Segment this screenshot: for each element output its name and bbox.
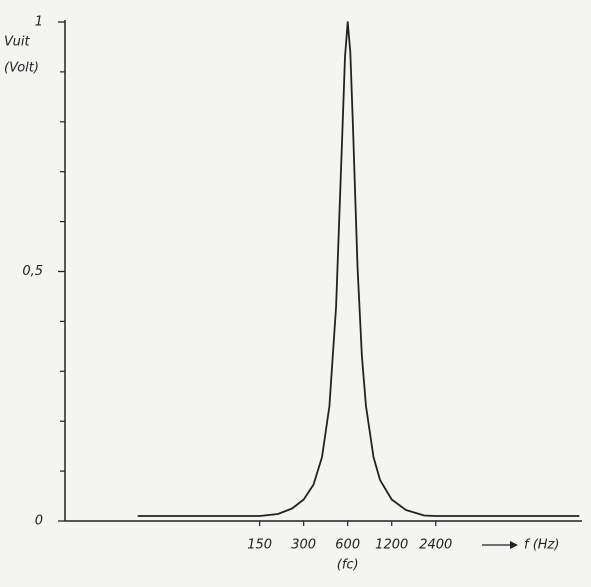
x-tick-label: 1200	[375, 538, 408, 553]
y-tick-label: 1	[35, 15, 43, 30]
y-label: Vuit	[4, 35, 31, 50]
y-tick-label: 0,5	[22, 264, 43, 279]
x-tick-label: 2400	[419, 538, 452, 553]
x-tick-label: 300	[291, 538, 316, 553]
curve	[137, 21, 580, 517]
y-tick-label: 0	[35, 514, 43, 529]
y-label: (Volt)	[4, 61, 39, 76]
x-tick-label: 150	[247, 538, 272, 553]
x-arrow-head	[510, 541, 518, 549]
x-label: f (Hz)	[524, 538, 559, 553]
x-tick-label: 600	[335, 538, 360, 553]
annotation: (fc)	[337, 558, 359, 573]
